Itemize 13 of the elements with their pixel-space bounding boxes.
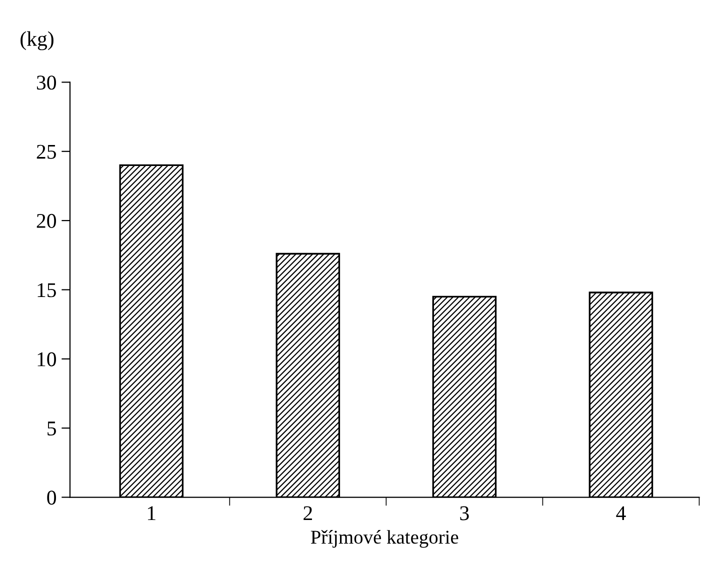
x-tick-label: 1 [148,506,156,520]
y-tick-label: 0 [47,490,56,505]
x-tick-label: 2 [304,506,312,520]
y-tick-label: 30 [36,76,56,90]
x-axis-title: Příjmové kategorie [310,530,458,548]
y-tick-label: 25 [36,144,56,159]
y-axis-title: (kg) [20,31,54,50]
y-tick-label: 5 [48,422,56,436]
x-tick-label: 3 [460,506,469,520]
y-tick-label: 15 [38,283,56,298]
y-tick-label: 10 [38,352,56,366]
x-tick-label: 4 [616,506,626,520]
y-tick-label: 20 [36,214,56,228]
